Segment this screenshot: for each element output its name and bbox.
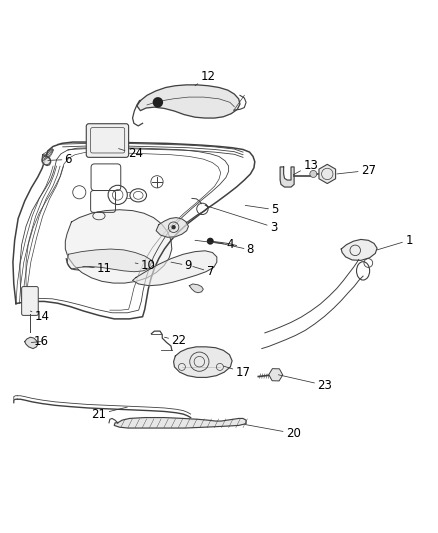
Text: 20: 20 xyxy=(245,425,300,440)
Polygon shape xyxy=(65,210,172,283)
Text: 23: 23 xyxy=(279,375,332,392)
Text: 13: 13 xyxy=(293,159,318,175)
Polygon shape xyxy=(67,249,153,272)
Text: 1: 1 xyxy=(377,234,413,250)
Text: 7: 7 xyxy=(193,265,214,278)
Text: 21: 21 xyxy=(92,407,127,421)
Text: 17: 17 xyxy=(223,366,251,378)
Text: 3: 3 xyxy=(205,205,277,233)
Circle shape xyxy=(152,97,163,108)
Text: 12: 12 xyxy=(195,70,215,86)
Text: 5: 5 xyxy=(245,203,279,216)
Text: 24: 24 xyxy=(119,147,143,160)
Polygon shape xyxy=(42,155,51,166)
Text: 27: 27 xyxy=(337,164,376,177)
Text: 10: 10 xyxy=(135,259,155,272)
FancyBboxPatch shape xyxy=(21,287,38,316)
Polygon shape xyxy=(280,167,294,187)
Text: 9: 9 xyxy=(171,259,192,272)
Text: 4: 4 xyxy=(195,238,233,251)
Polygon shape xyxy=(137,85,240,118)
FancyBboxPatch shape xyxy=(86,124,129,157)
Circle shape xyxy=(171,225,176,229)
Circle shape xyxy=(310,171,317,177)
Polygon shape xyxy=(173,347,232,377)
Circle shape xyxy=(207,238,214,245)
Text: 6: 6 xyxy=(48,153,72,166)
Text: 8: 8 xyxy=(215,242,254,256)
Polygon shape xyxy=(156,217,188,237)
Text: 16: 16 xyxy=(31,335,48,348)
Polygon shape xyxy=(114,417,246,428)
Text: 22: 22 xyxy=(164,334,186,347)
Text: 11: 11 xyxy=(83,262,112,275)
Text: 14: 14 xyxy=(30,310,49,323)
Polygon shape xyxy=(133,251,217,286)
Polygon shape xyxy=(25,337,38,349)
Polygon shape xyxy=(341,239,377,261)
Polygon shape xyxy=(189,284,203,293)
